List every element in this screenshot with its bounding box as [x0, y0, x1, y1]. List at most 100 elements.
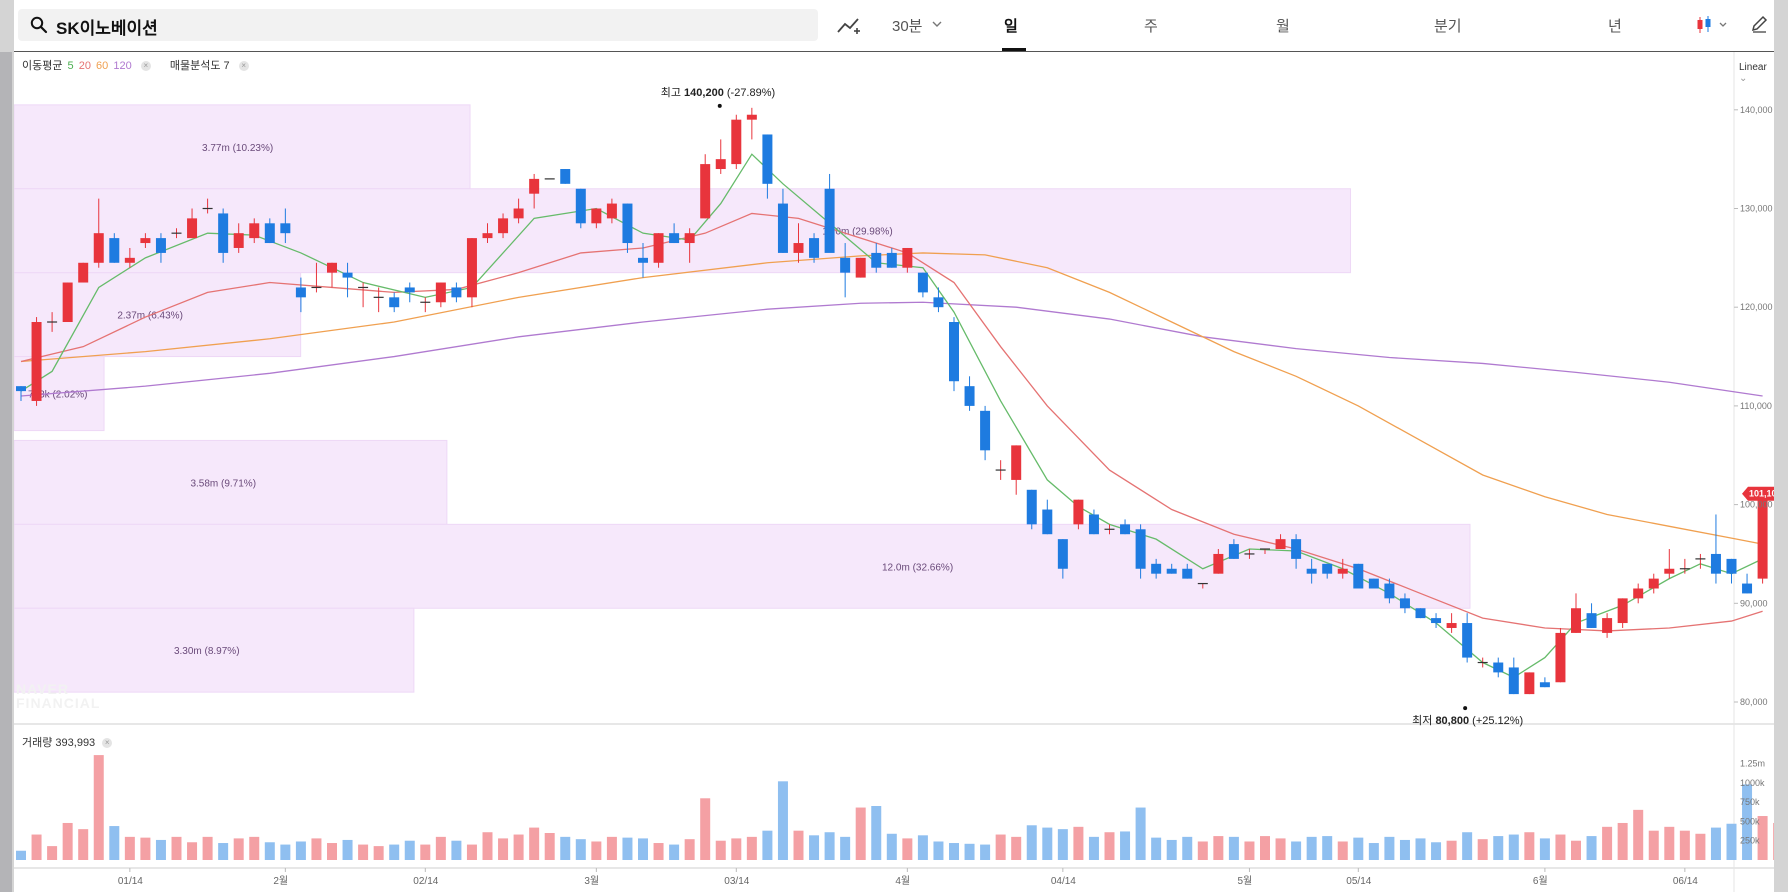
- low-annotation-part: 80,800: [1435, 715, 1469, 727]
- candlestick-icon[interactable]: [1696, 15, 1730, 35]
- candle-body: [1135, 529, 1146, 569]
- volume-bar: [1306, 836, 1317, 860]
- tab-week[interactable]: 주: [1144, 18, 1158, 35]
- candle-body: [933, 297, 944, 308]
- volume-bar: [1773, 822, 1774, 860]
- candle-body: [1011, 445, 1022, 480]
- volume-bar: [591, 841, 602, 860]
- y-tick-label: 130,000: [1740, 204, 1773, 214]
- close-icon[interactable]: ×: [102, 738, 113, 749]
- volume-bar: [62, 822, 73, 860]
- volume-bar: [715, 840, 726, 860]
- search-query[interactable]: SK이노베이션: [56, 19, 158, 38]
- volume-bar: [1244, 841, 1255, 860]
- volume-bar: [1679, 830, 1690, 860]
- volume-bar: [1664, 826, 1675, 860]
- volume-bar: [902, 838, 913, 860]
- volume-bar: [917, 835, 928, 860]
- candle-body: [1182, 568, 1193, 579]
- volume-bar: [187, 842, 198, 860]
- indicator-legend: 이동평균 5 20 60 120 × 매물분석도 7 ×: [22, 57, 251, 73]
- candle-body: [1151, 563, 1162, 574]
- volume-profile-bar: [14, 188, 1352, 274]
- candle-body: [529, 178, 540, 194]
- candle-body: [513, 208, 524, 219]
- volume-bar: [653, 843, 664, 860]
- volume-bar: [622, 837, 633, 860]
- candle-body: [1524, 672, 1535, 695]
- scale-select[interactable]: Linear ⌄: [1739, 62, 1767, 84]
- volume-bar: [171, 836, 182, 860]
- chart-draw-icon[interactable]: [836, 16, 862, 36]
- volume-bar: [249, 836, 260, 860]
- tab-month[interactable]: 월: [1276, 18, 1290, 35]
- candle-body: [1228, 544, 1239, 559]
- volume-bar: [202, 836, 213, 860]
- candle-body: [809, 238, 820, 258]
- candle-body: [669, 233, 680, 244]
- ma120-legend[interactable]: 120: [113, 60, 132, 72]
- candle-body: [1726, 558, 1737, 574]
- candle-body: [1508, 667, 1519, 695]
- volume-bar: [1384, 836, 1395, 860]
- candle-body: [1057, 539, 1068, 569]
- candle-body: [1555, 632, 1566, 683]
- volume-bar: [513, 834, 524, 860]
- ma60-line: [20, 252, 1763, 545]
- ma5-legend[interactable]: 5: [67, 60, 74, 72]
- pencil-icon[interactable]: [1750, 14, 1768, 34]
- volume-tick-label: 750k: [1740, 797, 1760, 807]
- volume-bar: [498, 838, 509, 860]
- volume-tick-label: 500k: [1740, 816, 1760, 826]
- stock-chart-app: SK이노베이션 30분 일 주 월 분기 년 743k (2.02%) 2.37m…: [14, 0, 1774, 892]
- interval-select[interactable]: 30분: [892, 18, 923, 35]
- volume-bar: [1446, 840, 1457, 860]
- tab-day[interactable]: 일: [1004, 18, 1018, 35]
- candle-body: [1742, 583, 1753, 594]
- volume-profile-label: 12.0m (32.66%): [882, 562, 953, 573]
- candle-body: [1586, 613, 1597, 628]
- ma-legend-title[interactable]: 이동평균: [22, 60, 63, 72]
- volume-bar: [342, 839, 353, 860]
- tab-year[interactable]: 년: [1608, 18, 1622, 35]
- y-tick-label: 90,000: [1740, 598, 1768, 608]
- price-chart[interactable]: 743k (2.02%) 2.37m (6.43%) 3.77m (10.23%) 1…: [14, 0, 1774, 892]
- ma20-legend[interactable]: 20: [78, 60, 91, 72]
- candle-body: [140, 238, 151, 244]
- volume-bar: [684, 839, 695, 860]
- close-icon[interactable]: ×: [140, 61, 151, 72]
- volume-bar: [311, 838, 322, 860]
- volume-profile-label: 3.58m (9.71%): [190, 478, 256, 489]
- candle-body: [1602, 618, 1613, 633]
- candle-body: [62, 282, 73, 323]
- candle-body: [1026, 489, 1037, 525]
- volume-profile-bar: [14, 607, 415, 693]
- volume-bar: [1399, 839, 1410, 860]
- candle-body: [1088, 514, 1099, 535]
- candle-body: [435, 282, 446, 303]
- close-icon[interactable]: ×: [238, 61, 249, 72]
- candle-body: [1431, 618, 1442, 624]
- volume-profile-legend[interactable]: 매물분석도 7: [169, 60, 230, 72]
- candle-body: [1042, 509, 1053, 535]
- candle-body: [295, 287, 306, 298]
- tab-quarter[interactable]: 분기: [1434, 18, 1462, 35]
- search-bar[interactable]: SK이노베이션: [18, 9, 818, 41]
- volume-tick-label: 1000k: [1740, 778, 1765, 788]
- volume-bar: [295, 841, 306, 860]
- y-tick-label: 120,000: [1740, 302, 1773, 312]
- volume-bar: [949, 843, 959, 860]
- scale-label[interactable]: Linear: [1739, 62, 1767, 73]
- candle-body: [731, 119, 742, 165]
- candle-body: [1073, 499, 1084, 525]
- chevron-down-icon[interactable]: [932, 20, 942, 28]
- ma60-legend[interactable]: 60: [96, 60, 109, 72]
- x-tick-label: 5월: [1237, 875, 1252, 887]
- volume-bar: [1260, 836, 1270, 860]
- volume-bar: [731, 838, 742, 860]
- volume-bar: [1011, 836, 1022, 860]
- volume-bar: [1695, 833, 1706, 860]
- x-tick-label: 2월: [273, 875, 288, 887]
- candle-body: [871, 252, 882, 268]
- x-tick-label: 3월: [584, 875, 599, 887]
